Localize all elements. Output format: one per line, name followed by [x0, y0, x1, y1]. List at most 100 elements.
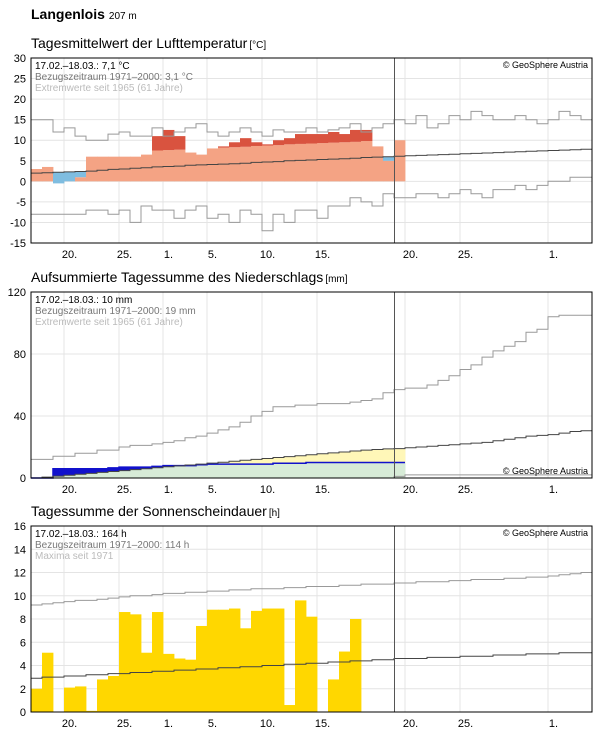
temp-xtick-label: 25.	[458, 249, 473, 261]
temp-warm-fill	[306, 143, 318, 160]
temp-xtick-label: 5.	[208, 249, 217, 261]
temp-normal-fill	[328, 159, 340, 182]
precip-xtick-label: 1.	[164, 484, 173, 496]
precip-fill	[295, 463, 307, 478]
temp-ytick-label: -15	[10, 238, 26, 250]
temp-warm-fill	[317, 143, 329, 160]
precip-anomaly	[108, 467, 120, 472]
precip-xtick-label: 20.	[403, 484, 418, 496]
precip-xtick-label: 5.	[208, 484, 217, 496]
precip-fill	[185, 465, 197, 478]
sunshine-unit: [h]	[268, 508, 280, 519]
temp-warm-anomaly	[284, 138, 296, 145]
temp-warm-fill	[350, 141, 362, 159]
sunshine-bar	[86, 710, 98, 712]
temp-xtick-label: 1.	[164, 249, 173, 261]
temp-ytick-label: 0	[20, 176, 26, 188]
temp-normal-fill	[42, 172, 54, 182]
temp-warm-fill	[141, 154, 153, 168]
temp-normal-line	[31, 148, 592, 174]
temp-normal-fill	[394, 156, 406, 182]
precip-anomaly	[273, 457, 285, 464]
temp-ytick-label: 10	[14, 135, 26, 147]
precipitation-title-text: Aufsummierte Tagessumme des Niederschlag…	[31, 269, 324, 285]
precip-fill	[350, 462, 362, 478]
precip-fill	[174, 465, 186, 478]
precip-fill	[64, 475, 76, 478]
temp-normal-fill	[295, 160, 307, 182]
temp-normal-fill	[350, 158, 362, 182]
precip-anomaly	[119, 467, 131, 471]
precip-fill	[130, 469, 142, 478]
temp-normal-fill	[86, 171, 98, 182]
temp-normal-fill	[229, 163, 241, 182]
sunshine-bar	[163, 653, 175, 712]
precip-chart: 0 40 80 120 20. 25. 1. 5. 10. 15. 20. 25. 1. 17.02.–1…	[8, 287, 593, 496]
precip-info-line: Extremwerte seit 1965 (61 Jahre)	[35, 317, 183, 328]
sunshine-bar	[185, 659, 197, 712]
temp-cold-fill	[75, 177, 87, 182]
sunshine-bar	[152, 612, 164, 712]
temp-normal-fill	[130, 168, 142, 182]
precip-max-line	[31, 314, 592, 460]
sunshine-title-text: Tagessumme der Sonnenscheindauer	[31, 503, 267, 519]
sunshine-bar	[328, 679, 340, 712]
precip-info-line: Bezugszeitraum 1971–2000: 19 mm	[35, 306, 196, 317]
temp-warm-anomaly	[240, 138, 252, 147]
temp-warm-fill	[97, 156, 109, 171]
precip-anomaly	[251, 459, 263, 465]
temp-cold-anomaly	[53, 172, 65, 184]
sun-ytick-label: 4	[20, 661, 26, 673]
sun-xtick-label: 5.	[208, 718, 217, 729]
precip-ytick-label: 120	[8, 287, 26, 299]
precip-fill	[251, 464, 263, 478]
sunshine-bar	[240, 628, 252, 712]
precip-fill	[141, 468, 153, 478]
precip-fill	[108, 471, 120, 478]
temp-normal-fill	[339, 158, 351, 182]
temp-warm-anomaly	[229, 142, 241, 148]
precip-anomaly	[394, 448, 406, 463]
temp-info-line: 17.02.–18.03.: 7,1 °C	[35, 61, 130, 72]
temperature-panel-title: Tagesmittelwert der Lufttemperatur [°C]	[31, 35, 266, 51]
temp-warm-fill	[328, 142, 340, 160]
temp-warm-anomaly	[361, 129, 373, 142]
precip-fill	[317, 462, 329, 478]
precip-fill	[306, 462, 318, 478]
temp-warm-anomaly	[273, 140, 285, 146]
temp-warm-fill	[339, 142, 351, 159]
sunshine-bar	[75, 686, 87, 712]
temp-warm-fill	[196, 154, 208, 165]
temp-normal-fill	[251, 162, 263, 182]
precip-copyright: © GeoSphere Austria	[503, 466, 588, 476]
precip-anomaly	[361, 450, 373, 463]
temp-warm-fill	[372, 146, 384, 158]
temp-xtick-label: 25.	[117, 249, 132, 261]
temp-warm-fill	[284, 144, 296, 161]
temp-warm-fill	[229, 147, 241, 164]
precip-anomaly	[86, 468, 98, 474]
temp-ytick-label: 30	[14, 53, 26, 65]
temp-normal-fill	[97, 170, 109, 182]
temp-cold-anomaly	[383, 156, 395, 161]
temp-normal-fill	[372, 157, 384, 182]
sunshine-panel-title: Tagessumme der Sonnenscheindauer [h]	[31, 503, 280, 519]
precip-xtick-label: 25.	[458, 484, 473, 496]
sun-ytick-label: 14	[14, 544, 26, 556]
sunshine-bar	[119, 612, 131, 712]
temp-ytick-label: 25	[14, 74, 26, 86]
temperature-unit: [°C]	[249, 40, 267, 51]
temp-xtick-label: 20.	[403, 249, 418, 261]
temp-max-line	[31, 110, 592, 141]
precip-anomaly	[130, 467, 142, 470]
precip-fill	[372, 462, 384, 478]
precip-fill	[218, 464, 230, 478]
temp-normal-fill	[174, 166, 186, 182]
sunshine-bar	[306, 616, 318, 712]
temp-cold-anomaly	[75, 171, 87, 178]
temp-ytick-label: 5	[20, 156, 26, 168]
sunshine-bar	[31, 688, 43, 712]
sun-ytick-label: 16	[14, 521, 26, 533]
precipitation-panel-title: Aufsummierte Tagessumme des Niederschlag…	[31, 269, 348, 285]
